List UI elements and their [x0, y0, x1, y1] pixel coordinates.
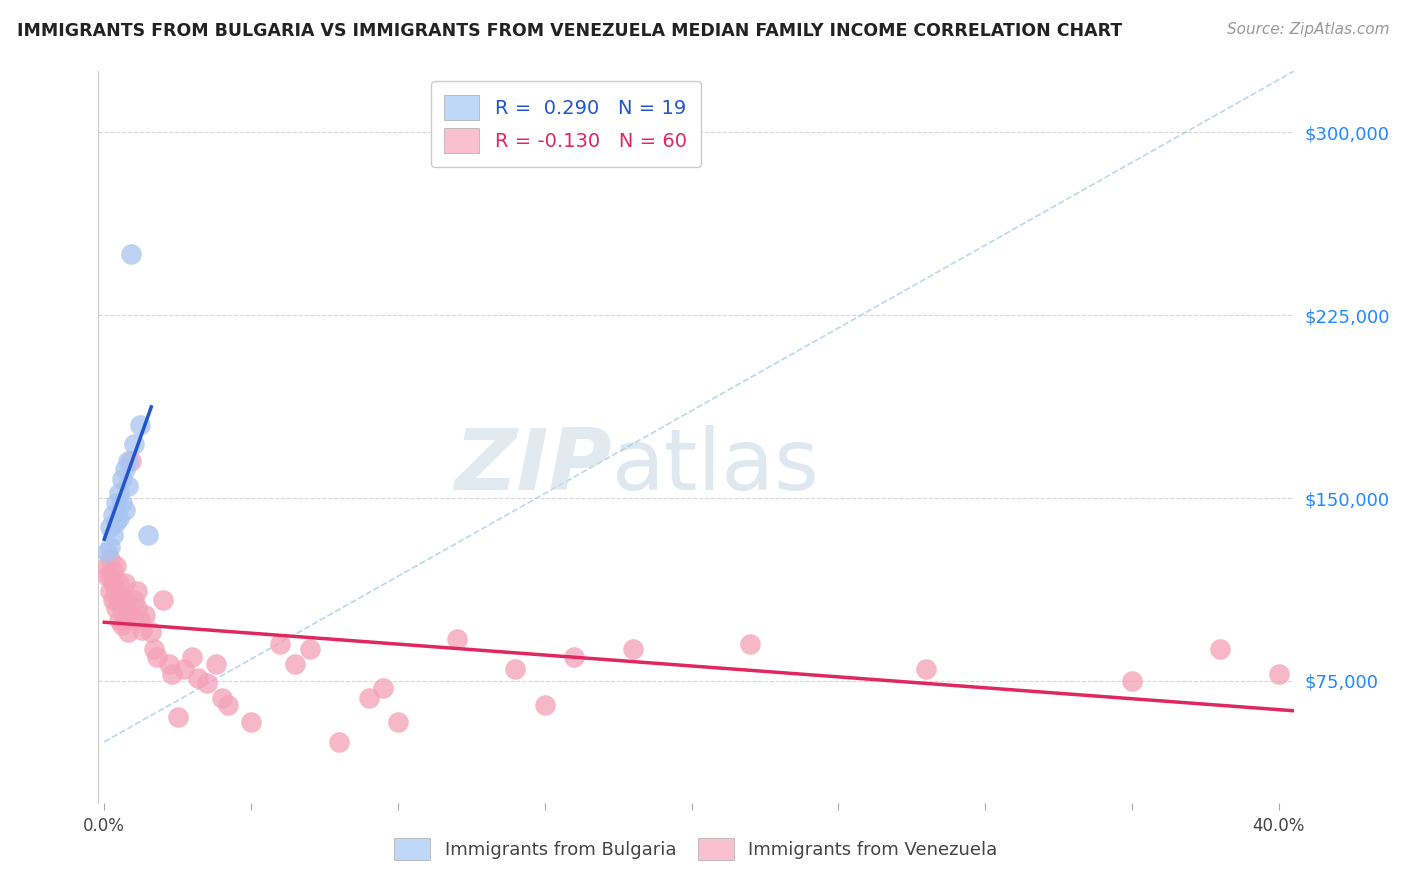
- Point: [105, 496, 128, 510]
- Point: [111, 600, 134, 615]
- Text: IMMIGRANTS FROM BULGARIA VS IMMIGRANTS FROM VENEZUELA MEDIAN FAMILY INCOME CORRE: IMMIGRANTS FROM BULGARIA VS IMMIGRANTS F…: [17, 22, 1122, 40]
- Point: [101, 508, 124, 522]
- Text: ZIP: ZIP: [454, 425, 613, 508]
- Point: [108, 613, 131, 627]
- Point: [217, 698, 239, 713]
- Point: [101, 576, 124, 591]
- Point: [181, 649, 204, 664]
- Point: [157, 657, 180, 671]
- Point: [117, 625, 139, 640]
- Point: [740, 637, 762, 651]
- Point: [125, 600, 148, 615]
- Point: [152, 593, 174, 607]
- Point: [205, 657, 228, 671]
- Point: [357, 690, 380, 705]
- Point: [562, 649, 585, 664]
- Point: [98, 540, 121, 554]
- Point: [1121, 673, 1143, 688]
- Point: [1209, 642, 1232, 657]
- Point: [117, 606, 139, 620]
- Point: [96, 559, 118, 574]
- Point: [533, 698, 555, 713]
- Point: [120, 247, 142, 261]
- Point: [621, 642, 644, 657]
- Point: [173, 662, 195, 676]
- Point: [160, 666, 183, 681]
- Point: [143, 642, 166, 657]
- Point: [101, 564, 124, 578]
- Point: [101, 593, 124, 607]
- Point: [98, 583, 121, 598]
- Point: [1268, 666, 1291, 681]
- Point: [105, 559, 128, 574]
- Point: [111, 617, 134, 632]
- Point: [269, 637, 291, 651]
- Point: [120, 454, 142, 468]
- Point: [105, 583, 128, 598]
- Point: [387, 715, 409, 730]
- Point: [187, 672, 209, 686]
- Point: [328, 735, 350, 749]
- Point: [146, 649, 169, 664]
- Point: [98, 569, 121, 583]
- Point: [111, 471, 134, 485]
- Point: [141, 625, 163, 640]
- Point: [117, 454, 139, 468]
- Point: [96, 544, 118, 558]
- Point: [105, 600, 128, 615]
- Point: [138, 527, 160, 541]
- Point: [166, 710, 188, 724]
- Point: [298, 642, 321, 657]
- Point: [108, 576, 131, 591]
- Point: [108, 486, 131, 500]
- Point: [98, 520, 121, 534]
- Point: [114, 593, 136, 607]
- Text: Source: ZipAtlas.com: Source: ZipAtlas.com: [1226, 22, 1389, 37]
- Point: [114, 503, 136, 517]
- Point: [114, 576, 136, 591]
- Point: [101, 527, 124, 541]
- Point: [284, 657, 307, 671]
- Point: [915, 662, 938, 676]
- Point: [195, 676, 218, 690]
- Text: atlas: atlas: [613, 425, 820, 508]
- Legend: Immigrants from Bulgaria, Immigrants from Venezuela: Immigrants from Bulgaria, Immigrants fro…: [387, 830, 1005, 867]
- Point: [105, 516, 128, 530]
- Point: [122, 593, 145, 607]
- Point: [373, 681, 395, 696]
- Point: [96, 569, 118, 583]
- Point: [505, 662, 527, 676]
- Point: [131, 623, 153, 637]
- Point: [114, 462, 136, 476]
- Point: [114, 613, 136, 627]
- Point: [240, 715, 263, 730]
- Point: [446, 632, 468, 647]
- Point: [111, 496, 134, 510]
- Point: [122, 437, 145, 451]
- Point: [128, 417, 150, 432]
- Point: [108, 510, 131, 524]
- Point: [128, 613, 150, 627]
- Point: [108, 593, 131, 607]
- Point: [117, 479, 139, 493]
- Point: [125, 583, 148, 598]
- Point: [134, 608, 156, 623]
- Point: [211, 690, 233, 705]
- Point: [98, 552, 121, 566]
